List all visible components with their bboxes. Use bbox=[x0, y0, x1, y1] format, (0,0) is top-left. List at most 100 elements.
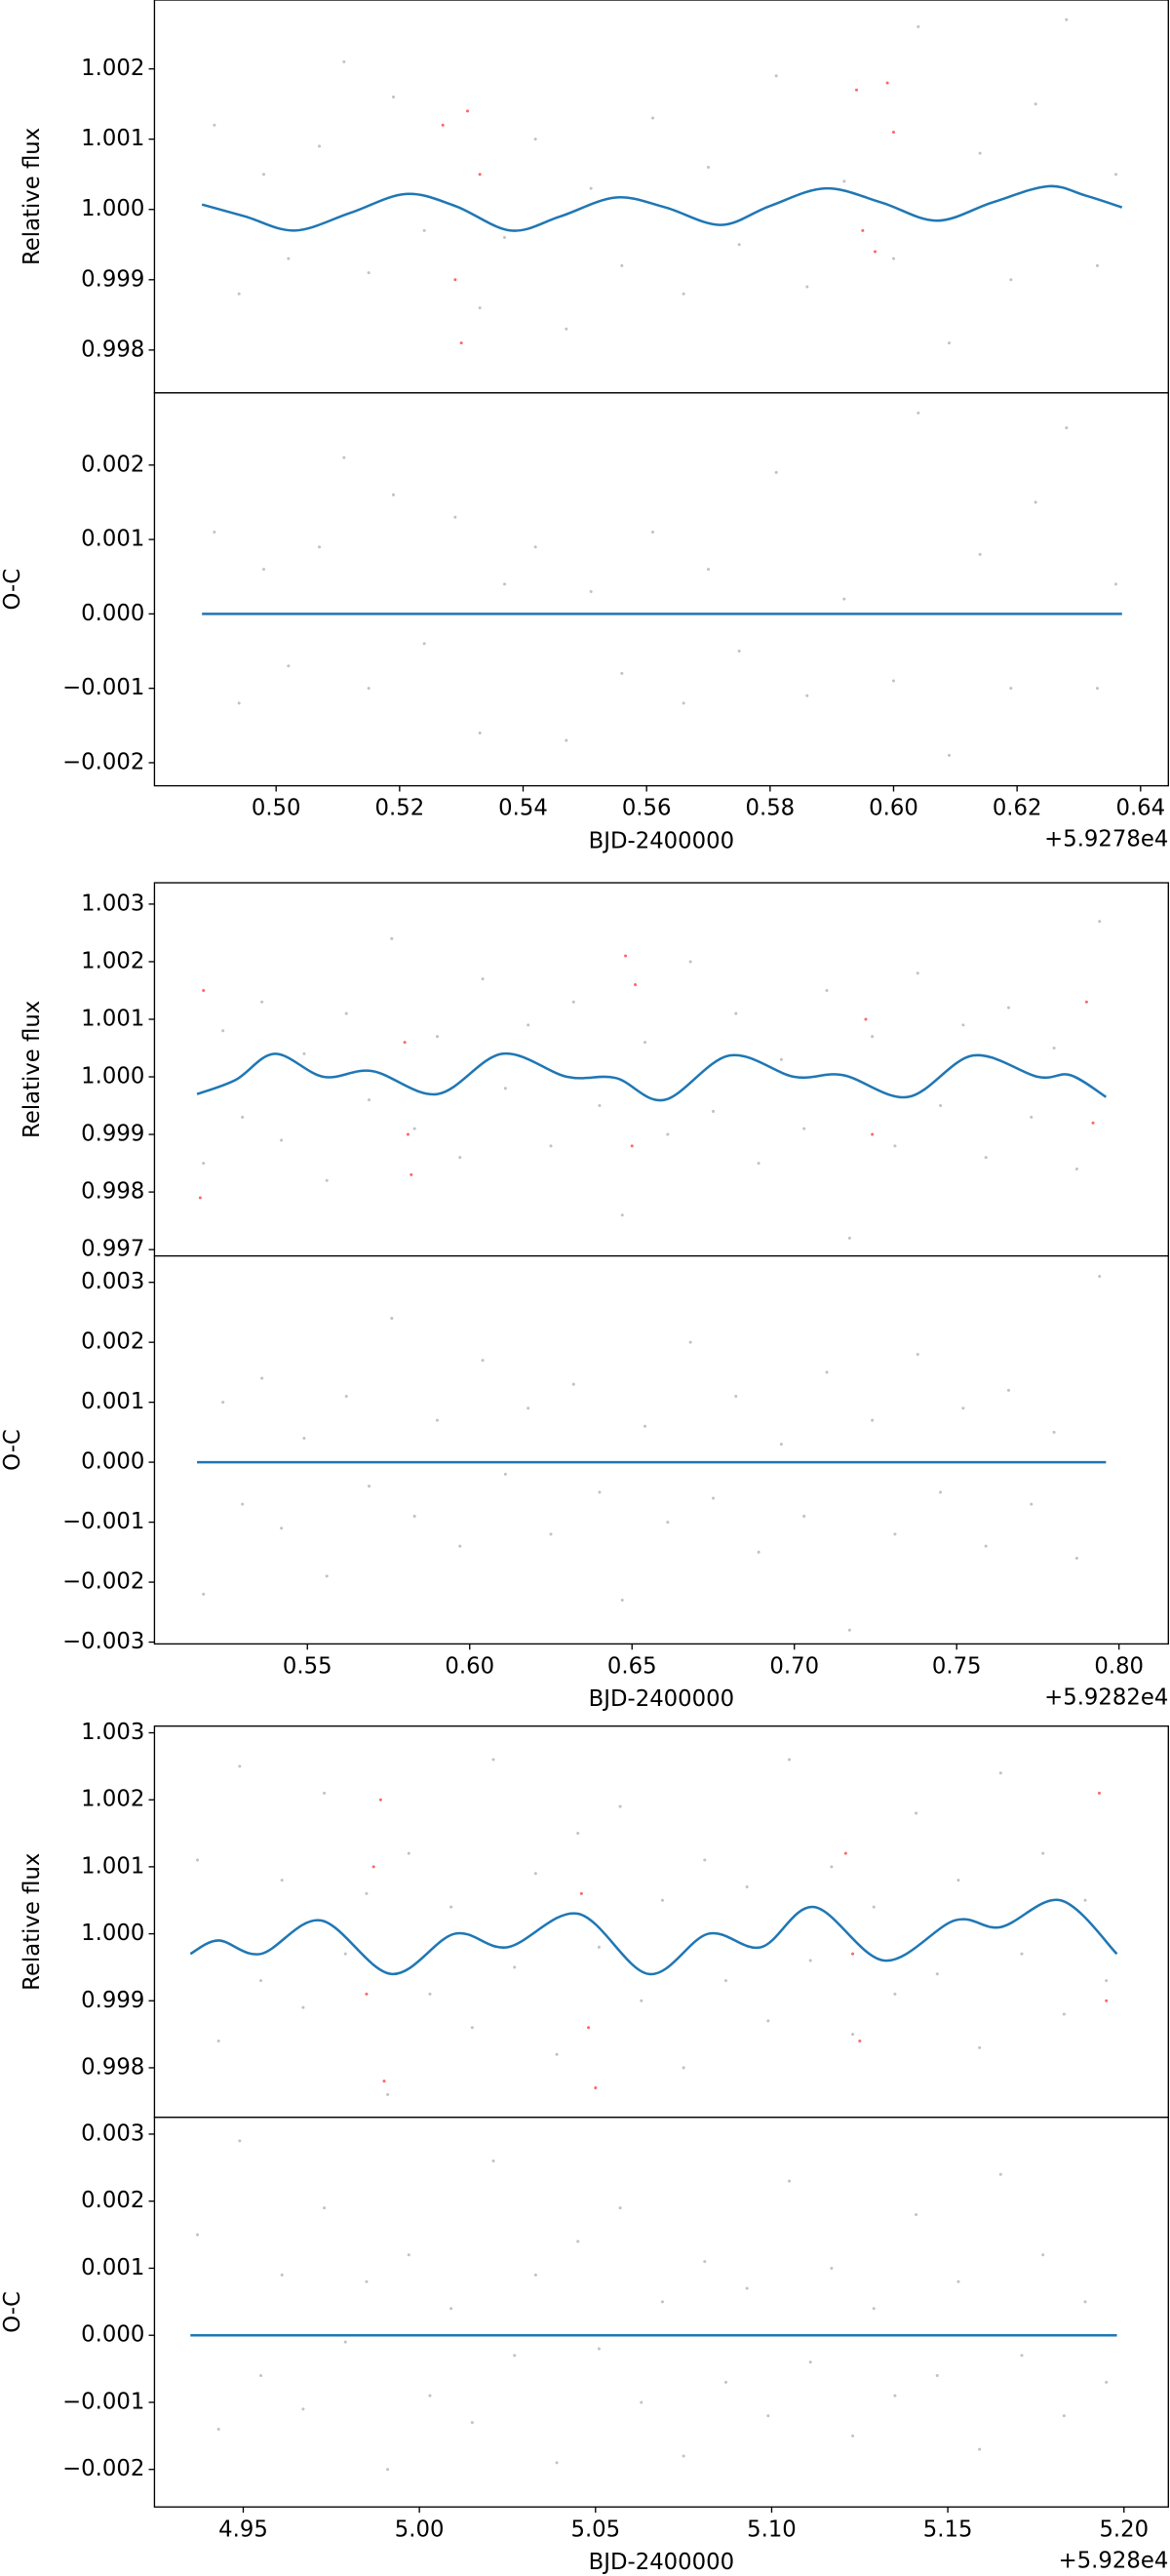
data-point bbox=[323, 2206, 327, 2210]
plot-area bbox=[196, 920, 1108, 1240]
data-point bbox=[1006, 1006, 1011, 1010]
data-point bbox=[280, 2273, 284, 2277]
data-point bbox=[241, 1115, 245, 1119]
data-point bbox=[779, 1443, 783, 1447]
data-point bbox=[576, 1832, 580, 1836]
data-point bbox=[916, 971, 919, 975]
data-point bbox=[1098, 1275, 1102, 1279]
data-point bbox=[830, 1865, 834, 1869]
data-point bbox=[947, 341, 952, 345]
data-point bbox=[893, 1532, 897, 1536]
data-point bbox=[407, 1851, 410, 1855]
data-point bbox=[842, 597, 846, 601]
data-point bbox=[478, 731, 482, 734]
data-point bbox=[342, 59, 346, 63]
data-point bbox=[571, 1382, 575, 1386]
data-point bbox=[1041, 1851, 1045, 1855]
x-tick-label: 0.60 bbox=[445, 1653, 494, 1679]
data-point bbox=[939, 1490, 943, 1494]
data-point bbox=[788, 2179, 792, 2183]
data-point bbox=[325, 1574, 329, 1578]
data-point bbox=[571, 1000, 575, 1004]
data-point bbox=[589, 186, 593, 190]
x-tick-label: 0.75 bbox=[932, 1653, 982, 1679]
data-point bbox=[650, 116, 655, 120]
x-tick-label: 5.00 bbox=[395, 2517, 445, 2542]
data-point bbox=[915, 2212, 918, 2216]
data-point bbox=[660, 2300, 664, 2304]
data-point bbox=[682, 701, 685, 705]
data-point bbox=[435, 1418, 439, 1422]
data-point bbox=[458, 1156, 462, 1160]
data-point bbox=[847, 1236, 851, 1240]
x-tick-label: 5.20 bbox=[1099, 2517, 1149, 2542]
data-point bbox=[998, 2172, 1002, 2176]
data-point bbox=[367, 271, 370, 275]
data-point bbox=[935, 1972, 939, 1976]
data-point bbox=[392, 493, 396, 496]
y-tick-label: 0.001 bbox=[81, 2255, 144, 2280]
data-point bbox=[630, 1144, 634, 1148]
data-point bbox=[706, 165, 711, 170]
x-tick-label: 0.80 bbox=[1094, 1653, 1144, 1679]
data-point bbox=[449, 2307, 453, 2311]
data-point bbox=[1009, 687, 1013, 691]
x-tick-label: 5.05 bbox=[570, 2517, 620, 2542]
data-point bbox=[1105, 2380, 1109, 2384]
x-axis-label: BJD-2400000 bbox=[589, 828, 734, 853]
data-point bbox=[549, 1144, 553, 1148]
x-tick-label: 4.95 bbox=[218, 2517, 268, 2542]
panel-border bbox=[153, 1254, 1169, 1645]
data-point bbox=[318, 545, 322, 549]
data-point bbox=[634, 983, 638, 987]
data-point bbox=[503, 1472, 507, 1476]
data-point bbox=[1006, 1388, 1011, 1392]
data-point bbox=[706, 568, 711, 572]
data-point bbox=[344, 1011, 348, 1015]
data-point bbox=[344, 1394, 348, 1399]
panel-frame bbox=[154, 1255, 1169, 1645]
x-tick-label: 0.65 bbox=[607, 1653, 657, 1679]
data-point bbox=[491, 2159, 495, 2162]
data-point bbox=[703, 1858, 707, 1862]
data-point bbox=[368, 1485, 371, 1488]
data-point bbox=[325, 1178, 329, 1182]
y-tick-label: 0.002 bbox=[81, 2188, 144, 2213]
data-point bbox=[723, 1979, 728, 1983]
data-point bbox=[502, 582, 507, 586]
data-point bbox=[302, 1437, 306, 1441]
data-point bbox=[682, 292, 685, 296]
data-point bbox=[872, 1905, 876, 1909]
data-point bbox=[241, 1502, 245, 1506]
x-tick-label: 0.70 bbox=[769, 1653, 819, 1679]
data-point bbox=[428, 1992, 432, 1996]
data-point bbox=[682, 2454, 685, 2458]
data-point bbox=[624, 954, 628, 958]
data-point bbox=[478, 306, 482, 310]
data-point bbox=[280, 1526, 284, 1530]
data-point bbox=[947, 753, 952, 757]
data-point bbox=[978, 151, 982, 155]
data-point bbox=[766, 2019, 770, 2023]
data-point bbox=[502, 236, 507, 240]
data-point bbox=[1098, 920, 1102, 924]
data-point bbox=[533, 2273, 537, 2277]
data-point bbox=[287, 257, 291, 260]
data-point bbox=[526, 1407, 530, 1410]
data-point bbox=[978, 2447, 982, 2451]
x-offset-label: +5.928e4 bbox=[1059, 2548, 1169, 2573]
data-point bbox=[620, 671, 624, 675]
y-tick-label: −0.002 bbox=[62, 2456, 144, 2481]
data-point bbox=[238, 1764, 242, 1768]
data-point bbox=[365, 2279, 369, 2283]
data-point bbox=[1030, 1502, 1034, 1506]
data-point bbox=[644, 1424, 647, 1428]
data-point bbox=[802, 1514, 806, 1518]
x-tick-label: 0.60 bbox=[869, 796, 918, 821]
data-point bbox=[620, 1598, 624, 1603]
panel-border bbox=[153, 392, 1169, 787]
x-tick-label: 0.50 bbox=[252, 796, 301, 821]
data-point bbox=[1065, 18, 1069, 21]
data-point bbox=[470, 2026, 474, 2030]
data-point bbox=[757, 1162, 760, 1166]
